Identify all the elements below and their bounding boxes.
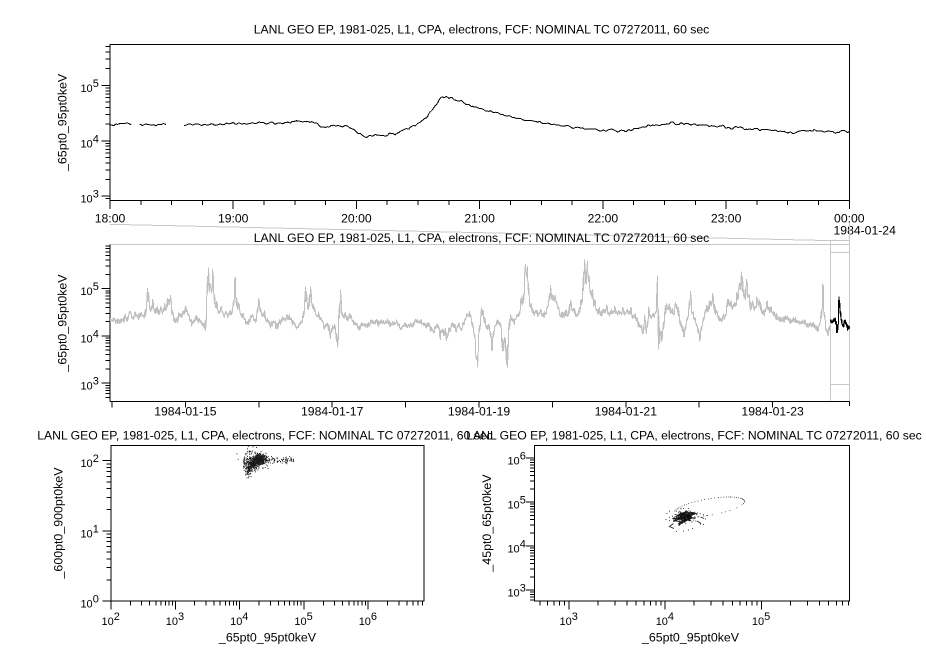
svg-text:10: 10 (80, 333, 92, 345)
svg-text:1: 1 (93, 523, 99, 535)
svg-text:10: 10 (507, 588, 519, 600)
svg-text:4: 4 (93, 328, 99, 340)
svg-text:3: 3 (572, 611, 578, 623)
svg-text:20:00: 20:00 (341, 212, 372, 226)
svg-text:10: 10 (80, 528, 92, 540)
svg-text:10: 10 (102, 616, 114, 628)
svg-text:1984-01-24: 1984-01-24 (834, 224, 897, 238)
svg-text:19:00: 19:00 (218, 212, 249, 226)
svg-text:2: 2 (114, 611, 120, 623)
svg-text:10: 10 (80, 83, 92, 95)
svg-text:_65pt0_95pt0keV: _65pt0_95pt0keV (56, 274, 70, 373)
svg-text:5: 5 (307, 611, 313, 623)
svg-text:_600pt0_900pt0keV: _600pt0_900pt0keV (52, 467, 66, 580)
svg-text:10: 10 (507, 544, 519, 556)
svg-text:_65pt0_95pt0keV: _65pt0_95pt0keV (641, 630, 740, 644)
svg-text:6: 6 (520, 451, 526, 463)
svg-text:3: 3 (93, 376, 99, 388)
svg-text:10: 10 (80, 381, 92, 393)
svg-text:4: 4 (668, 611, 674, 623)
svg-text:3: 3 (93, 189, 99, 201)
svg-text:4: 4 (93, 133, 99, 145)
svg-text:3: 3 (178, 611, 184, 623)
svg-text:18:00: 18:00 (95, 212, 126, 226)
svg-text:10: 10 (80, 138, 92, 150)
svg-text:10: 10 (359, 616, 371, 628)
svg-text:LANL GEO EP, 1981-025, L1, CPA: LANL GEO EP, 1981-025, L1, CPA, electron… (466, 428, 921, 442)
svg-text:10: 10 (230, 616, 242, 628)
svg-text:10: 10 (80, 286, 92, 298)
svg-text:5: 5 (93, 78, 99, 90)
svg-text:1984-01-19: 1984-01-19 (448, 404, 511, 418)
svg-text:_45pt0_65pt0keV: _45pt0_65pt0keV (480, 474, 494, 573)
svg-text:23:00: 23:00 (711, 212, 742, 226)
svg-text:LANL GEO EP, 1981-025, L1, CPA: LANL GEO EP, 1981-025, L1, CPA, electron… (254, 23, 709, 37)
svg-text:5: 5 (93, 281, 99, 293)
svg-text:_65pt0_95pt0keV: _65pt0_95pt0keV (218, 630, 317, 644)
svg-text:10: 10 (294, 616, 306, 628)
svg-text:4: 4 (242, 611, 248, 623)
svg-text:22:00: 22:00 (588, 212, 619, 226)
svg-text:10: 10 (560, 616, 572, 628)
svg-text:00:00: 00:00 (834, 212, 865, 226)
svg-text:6: 6 (371, 611, 377, 623)
svg-text:1984-01-23: 1984-01-23 (741, 404, 804, 418)
svg-text:2: 2 (93, 453, 99, 465)
svg-text:4: 4 (520, 539, 526, 551)
svg-text:5: 5 (764, 611, 770, 623)
svg-text:10: 10 (80, 458, 92, 470)
svg-text:5: 5 (520, 495, 526, 507)
svg-text:LANL GEO EP, 1981-025, L1, CPA: LANL GEO EP, 1981-025, L1, CPA, electron… (37, 428, 492, 442)
svg-text:1984-01-17: 1984-01-17 (301, 404, 364, 418)
svg-text:10: 10 (80, 194, 92, 206)
svg-text:3: 3 (520, 583, 526, 595)
svg-text:_65pt0_95pt0keV: _65pt0_95pt0keV (56, 73, 70, 172)
svg-text:21:00: 21:00 (464, 212, 495, 226)
svg-text:1984-01-15: 1984-01-15 (154, 404, 217, 418)
svg-text:10: 10 (166, 616, 178, 628)
svg-text:0: 0 (93, 594, 99, 606)
svg-text:10: 10 (80, 599, 92, 611)
svg-text:10: 10 (507, 500, 519, 512)
svg-text:1984-01-21: 1984-01-21 (595, 404, 658, 418)
svg-text:LANL GEO EP, 1981-025, L1, CPA: LANL GEO EP, 1981-025, L1, CPA, electron… (254, 231, 709, 245)
svg-text:10: 10 (507, 456, 519, 468)
svg-text:10: 10 (752, 616, 764, 628)
svg-text:10: 10 (656, 616, 668, 628)
